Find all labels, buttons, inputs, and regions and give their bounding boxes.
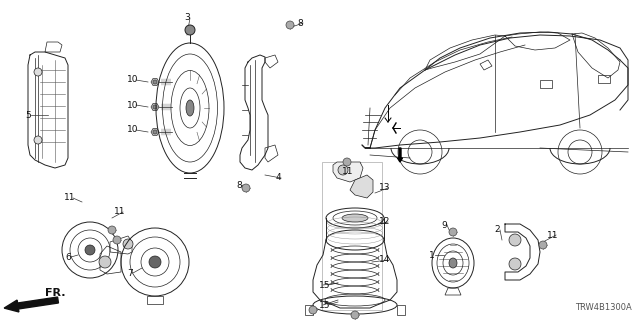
Circle shape	[34, 136, 42, 144]
Polygon shape	[151, 78, 159, 85]
Circle shape	[286, 21, 294, 29]
Text: 11: 11	[547, 230, 559, 239]
Bar	[598, 75, 610, 83]
Circle shape	[343, 158, 351, 166]
FancyArrow shape	[397, 148, 403, 162]
FancyArrow shape	[4, 297, 58, 312]
Circle shape	[185, 25, 195, 35]
Circle shape	[509, 234, 521, 246]
Text: 10: 10	[127, 100, 139, 109]
Circle shape	[338, 165, 348, 175]
Circle shape	[85, 245, 95, 255]
Text: 11: 11	[342, 167, 354, 177]
Text: 8: 8	[297, 19, 303, 28]
Text: 10: 10	[127, 76, 139, 84]
Text: 1: 1	[429, 251, 435, 260]
Circle shape	[539, 241, 547, 249]
Circle shape	[123, 239, 133, 249]
Text: 2: 2	[494, 226, 500, 235]
Circle shape	[153, 80, 157, 84]
Text: 13: 13	[380, 183, 391, 193]
Text: 7: 7	[127, 268, 133, 277]
Polygon shape	[333, 162, 363, 182]
Circle shape	[108, 226, 116, 234]
Text: FR.: FR.	[45, 288, 65, 298]
Text: 14: 14	[380, 255, 390, 265]
Circle shape	[99, 256, 111, 268]
Text: 4: 4	[275, 173, 281, 182]
Text: 15: 15	[319, 300, 331, 309]
Text: 8: 8	[236, 180, 242, 189]
Circle shape	[149, 256, 161, 268]
Circle shape	[242, 184, 250, 192]
Bar	[322, 162, 382, 310]
Ellipse shape	[342, 214, 368, 222]
Circle shape	[153, 130, 157, 134]
Circle shape	[509, 258, 521, 270]
Ellipse shape	[186, 100, 194, 116]
Circle shape	[113, 236, 121, 244]
Text: 6: 6	[65, 252, 71, 261]
Text: 11: 11	[115, 207, 125, 217]
Text: TRW4B1300A: TRW4B1300A	[575, 303, 632, 312]
Bar	[540, 80, 552, 88]
Text: 11: 11	[64, 194, 76, 203]
Text: 9: 9	[441, 220, 447, 229]
Circle shape	[309, 306, 317, 314]
Circle shape	[153, 105, 157, 109]
Circle shape	[34, 68, 42, 76]
Polygon shape	[151, 104, 159, 110]
Ellipse shape	[449, 258, 457, 268]
Text: 15: 15	[319, 281, 331, 290]
Text: 5: 5	[25, 110, 31, 119]
Text: 12: 12	[380, 218, 390, 227]
Polygon shape	[151, 129, 159, 135]
Polygon shape	[350, 175, 373, 198]
Text: 10: 10	[127, 125, 139, 134]
Circle shape	[449, 228, 457, 236]
Circle shape	[351, 311, 359, 319]
Text: 3: 3	[184, 13, 190, 22]
